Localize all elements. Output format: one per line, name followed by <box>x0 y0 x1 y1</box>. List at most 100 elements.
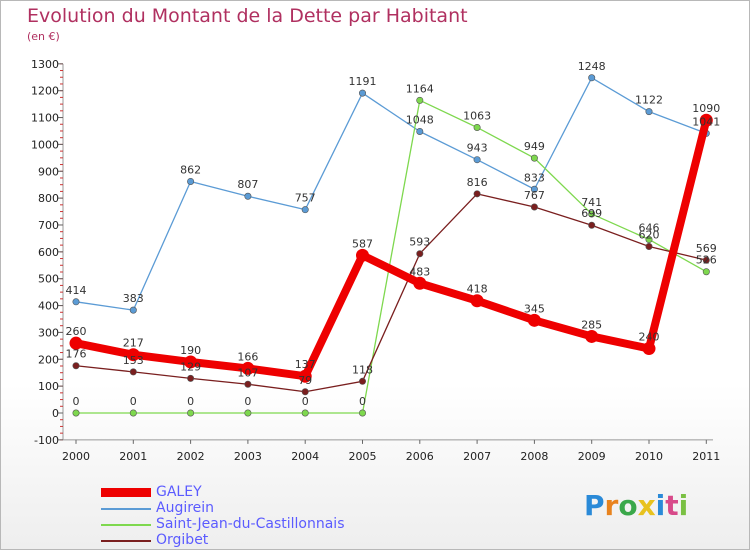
logo-letter: t <box>665 489 679 522</box>
data-point <box>416 128 424 136</box>
x-tick-label: 2003 <box>234 450 262 463</box>
data-label: 1122 <box>635 94 663 107</box>
logo-letter: P <box>584 489 605 522</box>
data-point <box>72 298 80 306</box>
logo-letter: x <box>637 489 656 522</box>
data-point <box>588 210 596 218</box>
x-tick-label: 2007 <box>463 450 491 463</box>
legend-label: GALEY <box>156 484 202 500</box>
data-label: 1164 <box>406 82 434 95</box>
data-point <box>642 342 656 356</box>
series-line-augirein <box>75 77 707 311</box>
series-line-orgibet <box>75 193 707 393</box>
legend-swatch <box>101 524 151 526</box>
data-point <box>244 192 252 200</box>
data-point <box>301 388 309 396</box>
data-label: 767 <box>524 189 545 202</box>
data-label: 107 <box>237 366 258 379</box>
data-label: 862 <box>180 163 201 176</box>
data-point <box>530 203 538 211</box>
data-label: 646 <box>639 221 660 234</box>
data-label: 0 <box>130 395 137 408</box>
y-tick-label: 1300 <box>31 58 59 71</box>
data-point <box>473 123 481 131</box>
data-label: 587 <box>352 237 373 250</box>
data-label: 741 <box>581 196 602 209</box>
data-point <box>645 108 653 116</box>
data-label: 949 <box>524 140 545 153</box>
data-label: 807 <box>237 178 258 191</box>
data-point <box>301 409 309 417</box>
data-label: 569 <box>696 242 717 255</box>
data-point <box>301 206 309 214</box>
x-tick-label: 2001 <box>119 450 147 463</box>
data-label: 593 <box>409 236 430 249</box>
y-tick-label: -100 <box>34 434 59 447</box>
legend-label: Augirein <box>156 500 215 516</box>
x-tick-label: 2002 <box>177 450 205 463</box>
y-tick-label: 400 <box>38 300 59 313</box>
data-point <box>187 374 195 382</box>
data-label: 1248 <box>578 60 606 73</box>
y-tick-label: 100 <box>38 380 59 393</box>
y-tick-label: 300 <box>38 326 59 339</box>
data-label: 118 <box>352 363 373 376</box>
x-tick-label: 2008 <box>520 450 548 463</box>
y-tick-label: 800 <box>38 192 59 205</box>
data-label: 0 <box>187 395 194 408</box>
data-point <box>473 156 481 164</box>
data-label: 833 <box>524 171 545 184</box>
legend-label: Saint-Jean-du-Castillonnais <box>156 516 345 532</box>
data-point <box>527 313 541 327</box>
data-point <box>129 409 137 417</box>
x-tick-label: 2005 <box>349 450 377 463</box>
data-point <box>588 74 596 82</box>
chart-title: Evolution du Montant de la Dette par Hab… <box>27 5 468 27</box>
proxiti-logo: Proxiti <box>584 489 688 522</box>
data-label: 79 <box>298 374 312 387</box>
data-label: 816 <box>467 176 488 189</box>
logo-letter: o <box>618 489 638 522</box>
data-point <box>358 377 366 385</box>
data-point <box>187 177 195 185</box>
data-label: 260 <box>66 325 87 338</box>
y-tick-label: 600 <box>38 246 59 259</box>
data-label: 383 <box>123 292 144 305</box>
data-point <box>358 89 366 97</box>
y-tick-label: 1000 <box>31 138 59 151</box>
data-point <box>126 348 140 362</box>
data-point <box>530 185 538 193</box>
data-point <box>470 294 484 308</box>
data-label: 1090 <box>692 102 720 115</box>
data-point <box>699 113 713 127</box>
y-tick-label: 1100 <box>31 112 59 125</box>
data-label: 166 <box>237 350 258 363</box>
data-point <box>702 268 710 276</box>
data-point <box>413 276 427 290</box>
data-point <box>72 362 80 370</box>
legend-swatch <box>101 508 151 510</box>
series-line-galey <box>72 116 711 381</box>
data-point <box>356 248 369 262</box>
data-point <box>530 154 538 162</box>
y-tick-label: 500 <box>38 273 59 286</box>
logo-letter: r <box>604 489 619 522</box>
data-point <box>129 306 137 314</box>
x-tick-label: 2004 <box>291 450 319 463</box>
x-tick-label: 2011 <box>692 450 720 463</box>
data-label: 1063 <box>463 109 491 122</box>
data-point <box>585 329 599 343</box>
data-label: 1191 <box>349 75 377 88</box>
data-point <box>645 242 653 250</box>
x-tick-label: 2000 <box>62 450 90 463</box>
data-label: 0 <box>359 395 366 408</box>
x-tick-label: 2010 <box>635 450 663 463</box>
y-tick-label: 900 <box>38 165 59 178</box>
data-point <box>184 355 198 369</box>
data-label: 217 <box>123 337 144 350</box>
data-label: 0 <box>244 395 251 408</box>
data-label: 757 <box>295 192 316 205</box>
logo-letter: i <box>655 489 666 522</box>
y-tick-label: 0 <box>52 407 59 420</box>
